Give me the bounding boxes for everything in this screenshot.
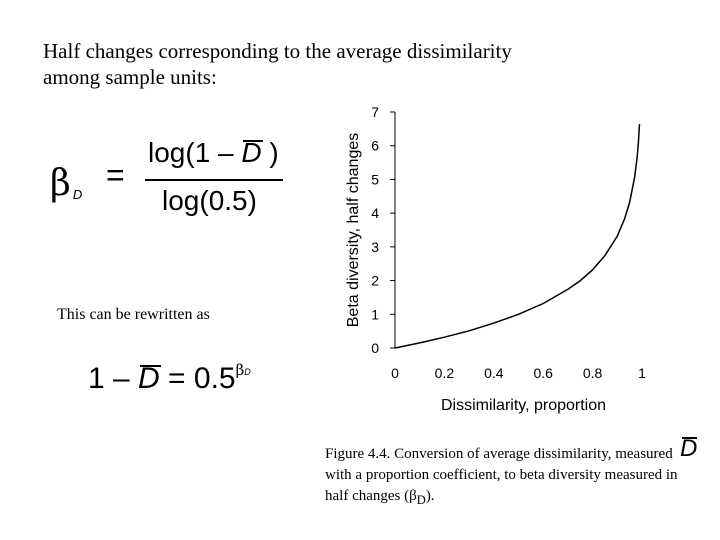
heading-line-2: among sample units: [43, 65, 217, 89]
x-tick-label: 0.2 [435, 365, 455, 381]
figure-caption: Figure 4.4. Conversion of average dissim… [325, 446, 678, 507]
formula-denominator: log(0.5) [162, 185, 257, 216]
plot-area: 0 1 2 3 4 5 6 7 0 0.2 0.4 0.6 0.8 1 Dissimilarity, pro… [345, 104, 646, 414]
x-tick-label: 0.4 [484, 365, 504, 381]
caption-beta: β [409, 488, 417, 504]
y-tick-label: 5 [371, 171, 379, 187]
x-axis-title: Dissimilarity, proportion [441, 397, 606, 414]
x-tick-label: 0.8 [583, 365, 603, 381]
y-tick-label: 0 [371, 340, 379, 356]
d-bar-variable: D [241, 137, 263, 168]
fraction-bar [145, 179, 283, 181]
series-line [394, 124, 641, 349]
slide-heading: Half changes corresponding to the averag… [43, 38, 603, 90]
caption-d-bar: D [680, 435, 698, 462]
y-tick-label: 4 [371, 205, 379, 221]
formula-exponent: βD [235, 361, 251, 379]
rewrite-text: This can be rewritten as [57, 306, 210, 323]
y-tick-label: 3 [371, 239, 379, 255]
beta-subscript: D [72, 187, 83, 202]
d-bar-variable-2: D [138, 362, 161, 395]
y-tick-label: 2 [371, 273, 379, 289]
caption-subscript: D [416, 493, 426, 507]
y-tick-label: 7 [371, 104, 379, 120]
heading-line-1: Half changes corresponding to the averag… [43, 39, 512, 63]
y-axis-title: Beta diversity, half changes [345, 133, 362, 327]
equals-sign: = [106, 157, 125, 193]
y-tick-label: 1 [371, 306, 379, 322]
x-tick-label: 0 [391, 365, 399, 381]
beta-diversity-chart: 0 1 2 3 4 5 6 7 0 0.2 0.4 0.6 0.8 1 Dissimilarity, pro… [345, 104, 646, 414]
x-tick-label: 1 [638, 365, 646, 381]
y-tick-label: 6 [371, 138, 379, 154]
formula-numerator: log(1 – D ) [148, 137, 279, 168]
rewritten-formula: 1 – D = 0.5βD [88, 361, 251, 395]
x-tick-label: 0.6 [533, 365, 553, 381]
